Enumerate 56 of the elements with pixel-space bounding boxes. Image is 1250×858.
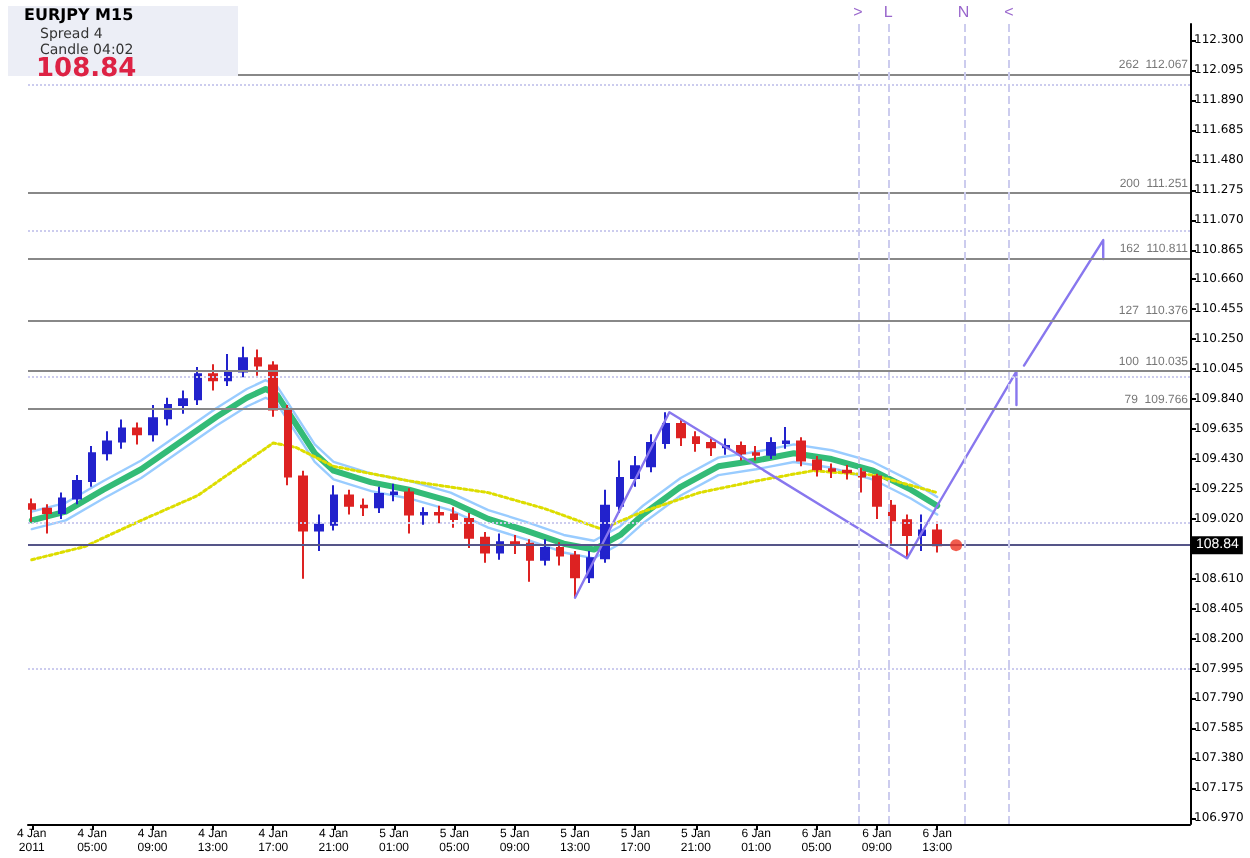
candlestick xyxy=(254,348,262,377)
candlestick xyxy=(208,363,218,392)
candlestick xyxy=(872,472,882,520)
candlestick xyxy=(570,550,580,599)
candlestick xyxy=(858,466,866,494)
candlestick xyxy=(404,487,414,535)
candlestick xyxy=(330,484,338,532)
candlestick xyxy=(42,503,52,535)
ref-line-label: < xyxy=(1004,3,1015,21)
candlestick xyxy=(812,455,822,478)
candlestick xyxy=(766,436,776,461)
ref-line-label: N xyxy=(957,3,970,21)
candlestick xyxy=(88,444,96,488)
candlestick xyxy=(782,425,790,450)
candlestick xyxy=(540,538,550,567)
line-series xyxy=(30,441,939,562)
candlestick xyxy=(390,482,398,503)
candlestick xyxy=(344,488,354,516)
candlestick xyxy=(178,389,188,415)
candlestick xyxy=(298,469,308,580)
candlestick xyxy=(902,513,912,560)
candlestick xyxy=(420,506,428,526)
candlestick xyxy=(148,404,158,443)
candlestick xyxy=(284,404,292,487)
candlestick xyxy=(842,463,852,481)
candlestick xyxy=(434,504,444,525)
candlestick xyxy=(828,462,836,480)
candlestick xyxy=(796,436,806,468)
candlestick xyxy=(464,512,474,550)
candlestick xyxy=(72,474,82,506)
candlestick xyxy=(752,444,760,462)
ref-line-label: L xyxy=(883,3,894,21)
candlestick xyxy=(556,541,564,567)
candlestick xyxy=(268,360,278,418)
candlestick xyxy=(132,421,142,446)
candlestick xyxy=(706,436,716,458)
candlestick xyxy=(662,411,670,450)
candlestick xyxy=(526,538,534,583)
candlestick xyxy=(58,491,66,520)
candlestick xyxy=(888,498,896,545)
candlestick xyxy=(102,430,112,462)
candlestick xyxy=(692,430,700,453)
ref-line-label: > xyxy=(853,3,864,21)
candlestick xyxy=(932,520,942,554)
candlestick xyxy=(118,418,126,450)
candlestick xyxy=(374,485,384,515)
candlestick xyxy=(194,366,202,407)
line-series xyxy=(573,370,1018,599)
candlestick xyxy=(616,459,624,515)
candlestick xyxy=(360,497,368,517)
candlestick xyxy=(676,418,686,447)
candlestick xyxy=(736,440,746,462)
candlestick xyxy=(450,506,458,529)
candlestick xyxy=(28,497,36,523)
candlestick xyxy=(510,533,520,555)
candlestick xyxy=(314,513,324,553)
